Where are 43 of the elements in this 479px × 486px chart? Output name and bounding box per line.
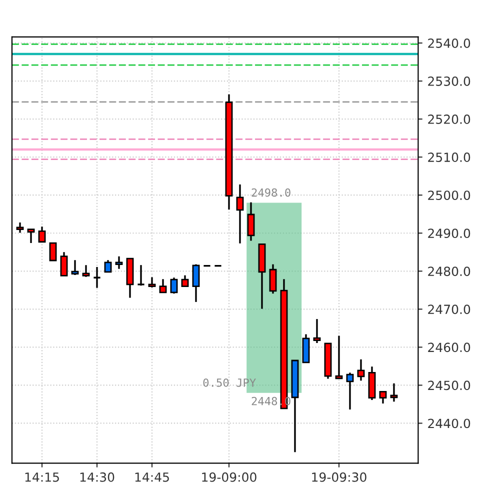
candlestick bbox=[170, 276, 178, 294]
candlestick bbox=[60, 251, 68, 277]
candlestick bbox=[104, 259, 112, 273]
y-tick-label: 2510.0 bbox=[428, 152, 470, 162]
x-tick-label: 19-09:00 bbox=[202, 472, 256, 482]
x-tick-label: 14:45 bbox=[135, 472, 169, 482]
candlestick bbox=[115, 255, 123, 270]
y-tick-label: 2480.0 bbox=[428, 266, 470, 276]
candlestick bbox=[357, 358, 365, 382]
y-tick-label: 2470.0 bbox=[428, 304, 470, 314]
candlestick bbox=[247, 201, 255, 242]
candlestick bbox=[159, 278, 167, 294]
candlestick bbox=[49, 242, 57, 262]
candlestick bbox=[236, 184, 244, 244]
candlestick bbox=[136, 264, 146, 286]
y-tick-label: 2520.0 bbox=[428, 114, 470, 124]
candlestick bbox=[390, 382, 398, 402]
y-tick-label: 2440.0 bbox=[428, 418, 470, 428]
y-tick-label: 2460.0 bbox=[428, 342, 470, 352]
candlestick bbox=[71, 259, 79, 276]
candlestick bbox=[148, 276, 156, 288]
candlestick bbox=[313, 318, 321, 344]
candlestick bbox=[379, 390, 387, 404]
candlestick bbox=[346, 372, 354, 410]
candlestick bbox=[269, 263, 277, 294]
x-tick-label: 19-09:30 bbox=[312, 472, 366, 482]
x-tick-label: 14:15 bbox=[25, 472, 59, 482]
y-tick-label: 2490.0 bbox=[428, 228, 470, 238]
candlestick bbox=[38, 226, 46, 243]
x-tick-label: 14:30 bbox=[80, 472, 114, 482]
candlestick bbox=[192, 263, 200, 303]
y-tick-label: 2530.0 bbox=[428, 76, 470, 86]
candlestick bbox=[82, 264, 90, 278]
candlestick bbox=[335, 334, 343, 380]
candlestick bbox=[181, 274, 189, 288]
candlestick bbox=[16, 222, 24, 234]
y-tick-label: 2450.0 bbox=[428, 380, 470, 390]
y-tick-label: 2500.0 bbox=[428, 190, 470, 200]
candlestick bbox=[92, 266, 102, 289]
candlestick bbox=[302, 333, 310, 364]
y-tick-label: 2540.0 bbox=[428, 38, 470, 48]
annotation: 2498.0 bbox=[252, 188, 290, 197]
candlestick bbox=[27, 228, 35, 244]
